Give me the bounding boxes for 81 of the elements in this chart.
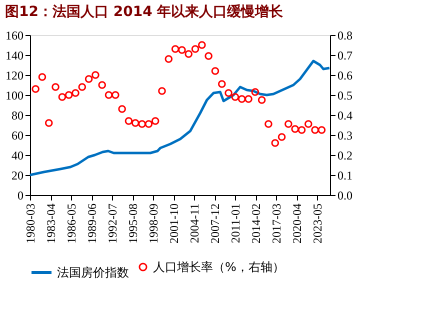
point xyxy=(271,139,280,147)
x-tick-label: 1995-08 xyxy=(126,204,140,244)
point xyxy=(138,120,146,128)
point xyxy=(211,67,220,75)
point xyxy=(291,125,299,133)
point xyxy=(131,119,140,127)
y2-tick-label: 0.5 xyxy=(338,88,352,102)
chart-title: 图12：法国人口 2014 年以来人口缓慢增长 xyxy=(5,4,284,20)
point xyxy=(244,95,252,103)
point xyxy=(318,126,326,134)
point xyxy=(311,126,319,134)
point xyxy=(158,87,166,95)
point xyxy=(204,52,212,60)
point xyxy=(52,83,60,91)
y2-tick-label: 0.8 xyxy=(338,28,352,42)
point xyxy=(151,117,160,125)
y-tick-label: 0 xyxy=(18,188,24,202)
x-tick-label: 2011-01 xyxy=(228,204,243,244)
x-tick-label: 2023-05 xyxy=(310,204,325,244)
point xyxy=(112,91,120,99)
point xyxy=(278,133,286,141)
point xyxy=(92,71,100,79)
y2-tick-label: 0.3 xyxy=(338,128,352,142)
point xyxy=(298,126,306,134)
point xyxy=(38,73,46,81)
x-tick-label: 2001-10 xyxy=(167,204,182,244)
point xyxy=(118,105,126,113)
point xyxy=(304,120,312,128)
point xyxy=(144,120,153,128)
y2-tick-label: 0.0 xyxy=(338,188,352,202)
point xyxy=(184,50,193,58)
point xyxy=(258,96,266,104)
y2-tick-label: 0.4 xyxy=(338,108,352,122)
y-tick-label: 20 xyxy=(12,168,24,182)
y-tick-label: 60 xyxy=(12,128,24,142)
legend-label: 法国房价指数 xyxy=(57,266,129,280)
x-tick-label: 1983-04 xyxy=(44,204,58,244)
y2-tick-label: 0.1 xyxy=(338,168,352,182)
x-tick-label: 1989-06 xyxy=(85,204,100,244)
point xyxy=(124,117,133,125)
point xyxy=(191,45,200,53)
y2-tick-label: 0.6 xyxy=(338,68,352,82)
x-tick-label: 1992-07 xyxy=(106,204,120,244)
x-tick-label: 2020-04 xyxy=(290,204,304,244)
point xyxy=(171,45,180,53)
x-tick-label: 1986-05 xyxy=(64,204,79,244)
point xyxy=(231,93,240,101)
x-tick-label: 1998-09 xyxy=(146,204,161,244)
point xyxy=(224,89,232,97)
point xyxy=(198,41,206,49)
point xyxy=(58,93,66,101)
point xyxy=(164,55,173,63)
point xyxy=(284,120,292,128)
point xyxy=(178,46,186,54)
point xyxy=(44,119,53,127)
point xyxy=(72,89,80,97)
x-tick-label: 2014-02 xyxy=(249,204,264,244)
point xyxy=(98,81,106,89)
point xyxy=(104,91,113,99)
x-tick-label: 1980-03 xyxy=(24,204,38,244)
point xyxy=(84,75,93,83)
point xyxy=(251,88,260,96)
y-tick-label: 40 xyxy=(12,148,24,162)
point xyxy=(32,85,40,93)
point xyxy=(78,83,86,91)
point xyxy=(264,120,272,128)
legend-label: 人口增长率（%，右轴） xyxy=(153,260,284,274)
y-tick-label: 160 xyxy=(6,28,24,42)
y2-tick-label: 0.2 xyxy=(338,148,352,162)
point xyxy=(64,91,73,99)
x-tick-label: 2017-03 xyxy=(270,204,284,244)
y-tick-label: 140 xyxy=(6,48,24,62)
y-tick-label: 120 xyxy=(6,68,24,82)
y-tick-label: 80 xyxy=(12,108,24,122)
x-tick-label: 2007-12 xyxy=(208,204,222,244)
point xyxy=(218,80,226,88)
y2-tick-label: 0.7 xyxy=(338,48,352,62)
point xyxy=(238,95,246,103)
line-series xyxy=(28,60,331,176)
x-tick-label: 2004-11 xyxy=(188,204,202,244)
y-tick-label: 100 xyxy=(6,88,24,102)
